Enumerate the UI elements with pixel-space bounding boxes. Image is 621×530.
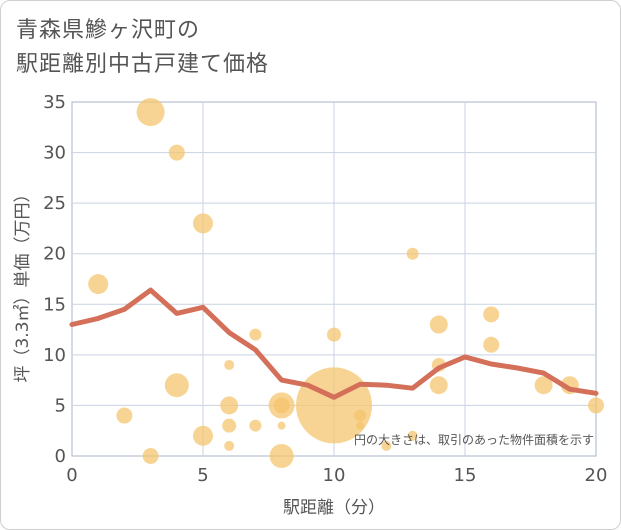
data-point — [354, 409, 367, 422]
data-point — [277, 421, 286, 430]
data-point — [193, 425, 213, 446]
data-point — [249, 328, 262, 341]
data-point — [224, 359, 235, 370]
data-point — [406, 247, 419, 260]
x-tick-label: 5 — [197, 465, 208, 486]
data-point — [429, 315, 448, 334]
data-point — [136, 98, 165, 127]
y-tick-label: 0 — [55, 446, 66, 467]
x-tick-label: 20 — [585, 465, 608, 486]
data-point — [429, 376, 448, 395]
y-tick-label: 10 — [43, 345, 66, 366]
data-point — [220, 396, 239, 415]
chart-title-line1: 青森県鰺ヶ沢町の — [16, 18, 201, 43]
data-point — [88, 274, 109, 295]
x-tick-label: 0 — [66, 465, 77, 486]
data-point — [588, 397, 604, 414]
data-point — [116, 407, 133, 424]
data-point — [164, 373, 189, 398]
y-tick-label: 20 — [43, 244, 66, 265]
data-point — [407, 430, 418, 441]
data-point — [168, 144, 185, 161]
y-tick-label: 5 — [55, 395, 66, 416]
data-point — [381, 440, 392, 451]
data-point — [193, 213, 213, 234]
data-point — [249, 419, 262, 432]
y-tick-label: 15 — [43, 294, 66, 315]
y-axis-label: 坪（3.3㎡）単価（万円） — [13, 185, 33, 382]
x-tick-labels: 0 5 10 15 20 — [66, 465, 607, 486]
chart-title-line2: 駅距離別中古戸建て価格 — [16, 52, 270, 77]
data-point — [269, 444, 294, 468]
data-point — [356, 421, 365, 430]
bubble-size-note: 円の大きさは、取引のあった物件面積を示す — [354, 432, 594, 447]
data-point — [483, 306, 500, 323]
x-tick-label: 15 — [454, 465, 477, 486]
y-tick-label: 25 — [43, 193, 66, 214]
y-tick-labels: 0 5 10 15 20 25 30 35 — [43, 92, 66, 467]
data-point — [273, 397, 290, 414]
y-tick-label: 35 — [43, 92, 66, 113]
chart-title: 青森県鰺ヶ沢町の 駅距離別中古戸建て価格 — [16, 14, 269, 82]
data-point — [224, 440, 235, 451]
data-point — [327, 327, 341, 342]
x-axis-label: 駅距離（分） — [283, 498, 385, 518]
data-point — [534, 376, 553, 395]
trend-line-group — [69, 287, 599, 400]
trend-line — [69, 287, 599, 400]
data-point — [222, 418, 237, 433]
y-tick-label: 30 — [43, 143, 66, 164]
data-point — [483, 336, 500, 353]
x-tick-label: 10 — [323, 465, 346, 486]
data-point — [142, 448, 159, 464]
